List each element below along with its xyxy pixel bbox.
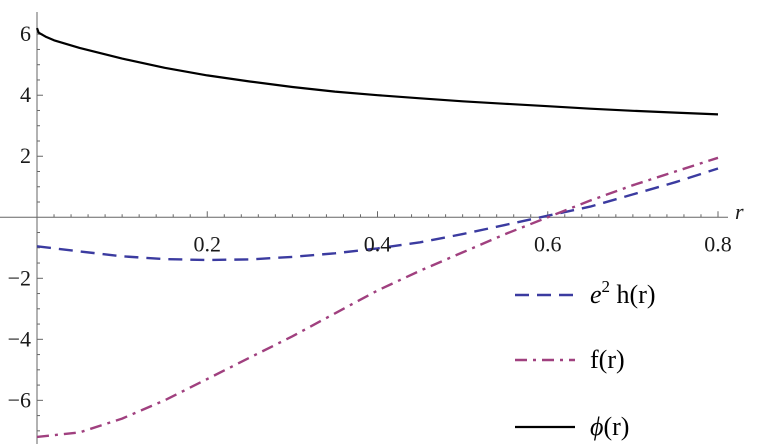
legend-label-f: f(r) xyxy=(590,345,625,374)
y-tick-label: −6 xyxy=(8,387,31,412)
x-tick-label: 0.6 xyxy=(534,231,562,256)
series-phi-line xyxy=(35,27,719,116)
legend-label-h: e2 h(r) xyxy=(590,277,656,309)
x-tick-label: 0.4 xyxy=(364,231,392,256)
y-tick-label: 2 xyxy=(20,143,31,168)
x-axis-label: r xyxy=(735,199,744,224)
tick-labels: 0.2 0.4 0.6 0.8 6 4 2 −2 −4 −6 xyxy=(8,21,732,412)
y-tick-label: −4 xyxy=(8,326,31,351)
series-f-line xyxy=(36,156,719,439)
curves xyxy=(35,27,719,439)
y-tick-label: 4 xyxy=(20,82,31,107)
y-tick-label: −2 xyxy=(8,265,31,290)
axes xyxy=(0,12,728,444)
legend-label-phi: ϕ(r) xyxy=(590,412,629,441)
x-tick-label: 0.2 xyxy=(194,231,222,256)
legend: e2 h(r) f(r) ϕ(r) xyxy=(515,277,656,441)
x-tick-label: 0.8 xyxy=(704,231,732,256)
series-h-line xyxy=(36,167,719,262)
y-tick-label: 6 xyxy=(20,21,31,46)
